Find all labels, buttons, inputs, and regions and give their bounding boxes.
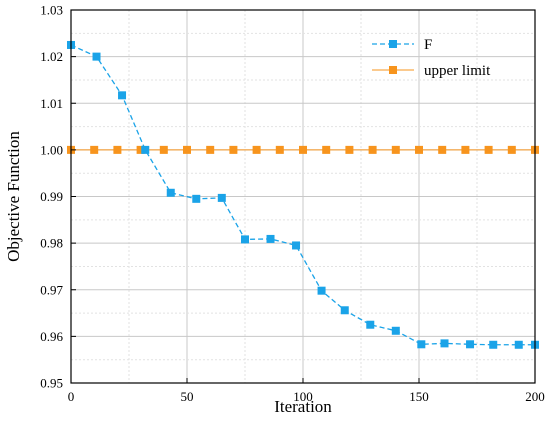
y-axis-title: Objective Function	[4, 131, 23, 262]
legend-marker-f	[389, 40, 397, 48]
y-tick-label: 1.01	[40, 96, 63, 111]
legend-label-upper-limit: upper limit	[424, 63, 491, 79]
x-tick-label: 0	[68, 389, 75, 404]
data-point-upper-limit	[484, 145, 493, 154]
data-point-f	[440, 339, 449, 348]
data-point-f	[141, 145, 150, 154]
data-point-f	[192, 194, 201, 203]
data-point-upper-limit	[206, 145, 215, 154]
data-point-f	[489, 340, 498, 349]
data-point-f	[266, 234, 275, 243]
x-tick-label: 100	[293, 389, 313, 404]
series-layer	[67, 40, 539, 349]
y-tick-label: 1.00	[40, 142, 63, 157]
data-point-upper-limit	[461, 145, 470, 154]
data-point-f	[317, 286, 326, 295]
data-point-upper-limit	[345, 145, 354, 154]
data-point-upper-limit	[229, 145, 238, 154]
x-axis-title: Iteration	[274, 397, 332, 416]
y-tick-label: 0.98	[40, 236, 63, 251]
data-point-f	[514, 340, 523, 349]
y-tick-label: 0.99	[40, 189, 63, 204]
series-line-f	[70, 44, 535, 346]
data-point-f	[391, 326, 400, 335]
data-point-f	[118, 91, 127, 100]
y-tick-label: 1.02	[40, 49, 63, 64]
data-point-f	[366, 320, 375, 329]
data-point-upper-limit	[90, 145, 99, 154]
data-point-upper-limit	[275, 145, 284, 154]
y-tick-label: 0.96	[40, 329, 63, 344]
x-tick-label: 200	[525, 389, 545, 404]
x-tick-label: 50	[181, 389, 194, 404]
data-point-upper-limit	[507, 145, 516, 154]
data-point-f	[217, 193, 226, 202]
data-point-upper-limit	[113, 145, 122, 154]
data-point-f	[166, 188, 175, 197]
data-point-f	[92, 52, 101, 61]
legend-marker-upper-limit	[389, 66, 397, 74]
data-point-f	[241, 235, 249, 244]
y-tick-label: 1.03	[40, 3, 63, 18]
data-point-upper-limit	[368, 145, 377, 154]
data-point-f	[292, 241, 301, 250]
data-point-upper-limit	[391, 145, 400, 154]
data-point-f	[417, 340, 426, 349]
y-tick-label: 0.97	[40, 282, 63, 297]
data-point-f	[340, 306, 349, 315]
data-point-upper-limit	[438, 145, 447, 154]
data-point-upper-limit	[322, 145, 331, 154]
data-point-upper-limit	[252, 145, 261, 154]
data-point-upper-limit	[415, 145, 423, 154]
data-point-f	[466, 340, 475, 349]
x-tick-label: 150	[409, 389, 429, 404]
data-point-upper-limit	[299, 145, 307, 154]
legend-label-f: F	[424, 37, 432, 53]
data-point-upper-limit	[159, 145, 168, 154]
axis-ticks: 0 50 100 150 200 0.95 0.96 0.97 0.98 0.99 1.00 1.01…	[40, 3, 545, 405]
data-point-upper-limit	[183, 145, 191, 154]
data-point-upper-limit	[136, 145, 145, 154]
y-tick-label: 0.95	[40, 376, 63, 391]
